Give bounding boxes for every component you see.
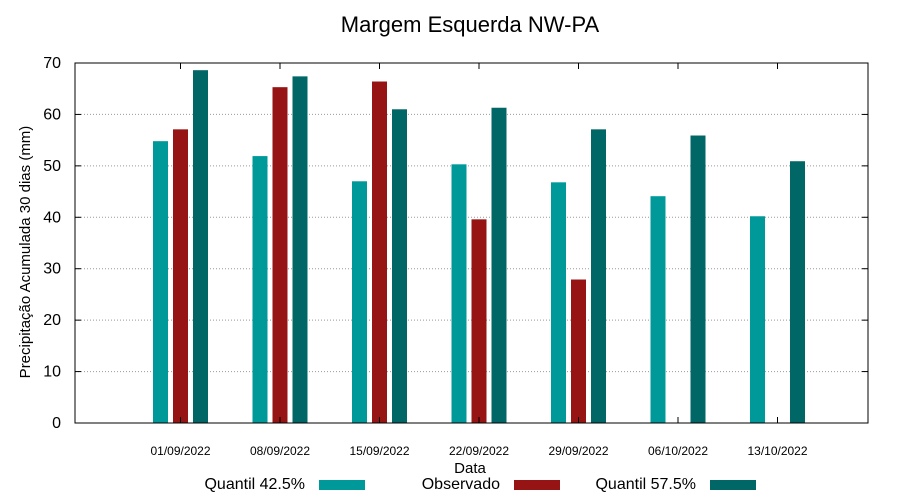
- bar: [292, 76, 308, 423]
- bar: [352, 181, 367, 423]
- legend: Quantil 42.5% Observado Quantil 57.5%: [204, 476, 756, 493]
- y-tick-label: 20: [43, 312, 61, 329]
- legend-item: Quantil 57.5%: [595, 476, 756, 493]
- bar: [153, 141, 168, 423]
- bar: [173, 129, 188, 424]
- legend-label: Observado: [422, 476, 500, 493]
- legend-swatch: [319, 480, 365, 490]
- bar: [252, 156, 268, 424]
- legend-item: Quantil 42.5%: [204, 476, 365, 493]
- legend-swatch: [710, 480, 756, 490]
- x-tick-label: 06/10/2022: [648, 444, 708, 458]
- x-tick-label: 15/09/2022: [349, 444, 409, 458]
- x-tick-label: 01/09/2022: [150, 444, 210, 458]
- bar: [392, 109, 407, 424]
- plot-frame: [74, 62, 869, 424]
- x-tick-label: 13/10/2022: [747, 444, 807, 458]
- y-tick-label: 0: [52, 415, 61, 432]
- bar: [690, 135, 706, 423]
- bar: [471, 219, 487, 423]
- x-tick-label: 08/09/2022: [250, 444, 310, 458]
- x-tick-label: 22/09/2022: [449, 444, 509, 458]
- legend-swatch: [514, 480, 560, 490]
- chart-title: Margem Esquerda NW-PA: [341, 12, 600, 37]
- bar: [551, 182, 566, 423]
- bar: [650, 196, 666, 423]
- y-axis-ticks: 0 10 20 30 40 50 60 70: [43, 55, 868, 432]
- legend-label: Quantil 42.5%: [204, 476, 305, 493]
- y-tick-label: 70: [43, 55, 61, 72]
- bar: [750, 216, 765, 423]
- y-tick-label: 50: [43, 158, 61, 175]
- bar: [451, 164, 467, 424]
- y-tick-label: 40: [43, 209, 61, 226]
- bar: [491, 107, 507, 423]
- y-tick-label: 60: [43, 106, 61, 123]
- x-axis-ticks: 01/09/2022 08/09/2022 15/09/2022 22/09/2022…: [150, 63, 808, 458]
- bar: [193, 70, 208, 423]
- bar: [790, 161, 805, 423]
- bar: [591, 129, 606, 424]
- y-axis-label: Precipitação Acumulada 30 dias (mm): [17, 126, 34, 379]
- x-tick-label: 29/09/2022: [548, 444, 608, 458]
- bar: [571, 279, 586, 423]
- bar: [372, 81, 387, 423]
- x-axis-label: Data: [454, 460, 486, 477]
- legend-item: Observado: [422, 476, 560, 493]
- y-tick-label: 30: [43, 261, 61, 278]
- y-tick-label: 10: [43, 364, 61, 381]
- bars: [153, 70, 805, 424]
- legend-label: Quantil 57.5%: [595, 476, 696, 493]
- bar: [272, 87, 288, 424]
